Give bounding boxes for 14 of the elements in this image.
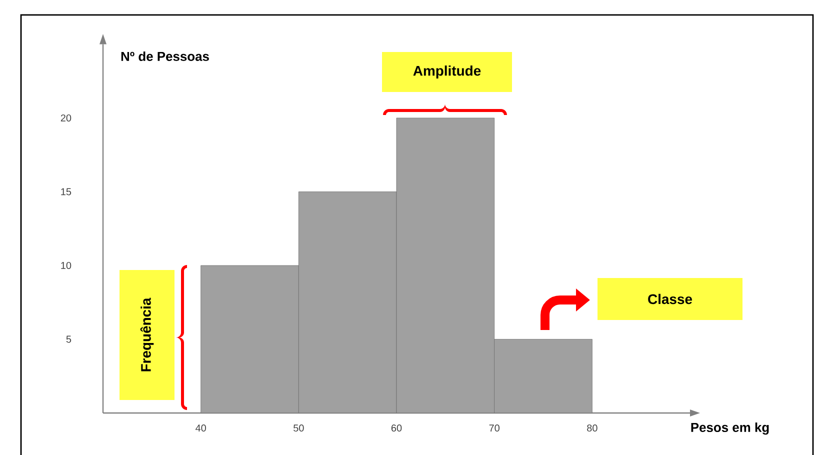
annotation: Frequência (140, 298, 154, 372)
x-tick-label: 60 (391, 424, 402, 432)
annotation: Amplitude (413, 65, 481, 78)
y-tick-label: 20 (60, 114, 72, 122)
x-tick-label: 50 (294, 424, 304, 432)
y-axis-title: Nº de Pessoas (121, 51, 209, 61)
y-tick-label: 10 (61, 262, 72, 270)
y-tick-label: 15 (61, 188, 72, 196)
x-axis-title: Pesos em kg (691, 422, 769, 435)
x-tick-label: 40 (196, 424, 206, 432)
x-tick-label: 70 (489, 424, 500, 432)
annotation: Classe (648, 294, 692, 304)
x-tick-label: 80 (587, 424, 598, 432)
y-tick-label: 5 (66, 336, 72, 343)
